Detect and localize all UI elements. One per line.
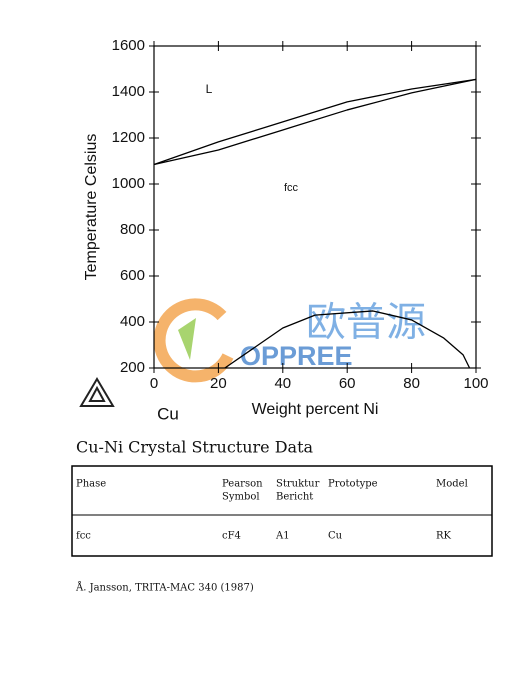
- table-header: Model: [436, 479, 468, 490]
- table-cell: RK: [436, 531, 452, 542]
- x-tick-label: 0: [150, 375, 158, 392]
- y-tick-label: 600: [120, 267, 145, 284]
- x-tick-label: 20: [210, 375, 227, 392]
- watermark-title: 欧普源: [306, 301, 426, 345]
- phase-boundary: [224, 310, 471, 369]
- y-tick-label: 1400: [112, 83, 145, 100]
- y-axis-label: Temperature Celsius: [83, 134, 100, 281]
- phase-boundary: [153, 78, 477, 166]
- annotation: fcc: [284, 182, 299, 194]
- phase-boundary: [153, 78, 477, 166]
- table-header: Bericht: [276, 492, 313, 503]
- annotation: Cu: [157, 404, 179, 423]
- plot-frame: [153, 45, 477, 369]
- y-tick-label: 800: [120, 221, 145, 238]
- table-cell: A1: [275, 531, 290, 542]
- table-cell: Cu: [328, 531, 343, 542]
- triangle-logo: [79, 377, 115, 407]
- table-header: Phase: [76, 479, 106, 490]
- watermark-subtitle: OPPREE: [240, 341, 353, 371]
- x-tick-label: 40: [274, 375, 291, 392]
- table-header: Symbol: [222, 492, 260, 503]
- table-header: Prototype: [328, 479, 378, 490]
- table-cell: fcc: [76, 531, 91, 542]
- y-tick-label: 1000: [112, 175, 145, 192]
- y-tick-label: 400: [120, 313, 145, 330]
- y-tick-label: 1600: [112, 37, 145, 54]
- reference: Å. Jansson, TRITA-MAC 340 (1987): [75, 582, 254, 594]
- x-tick-label: 100: [463, 375, 488, 392]
- watermark-logo: [153, 298, 234, 383]
- x-tick-label: 60: [339, 375, 356, 392]
- x-axis-label: Weight percent Ni: [252, 401, 379, 418]
- annotation: L: [206, 82, 213, 96]
- y-tick-label: 1200: [112, 129, 145, 146]
- table-frame: [71, 465, 493, 557]
- table-header: Pearson: [222, 479, 263, 490]
- table-title: Cu-Ni Crystal Structure Data: [76, 438, 314, 457]
- x-tick-label: 80: [403, 375, 420, 392]
- table-cell: cF4: [222, 531, 241, 542]
- y-tick-label: 200: [120, 359, 145, 376]
- table-header: Struktur: [276, 479, 320, 490]
